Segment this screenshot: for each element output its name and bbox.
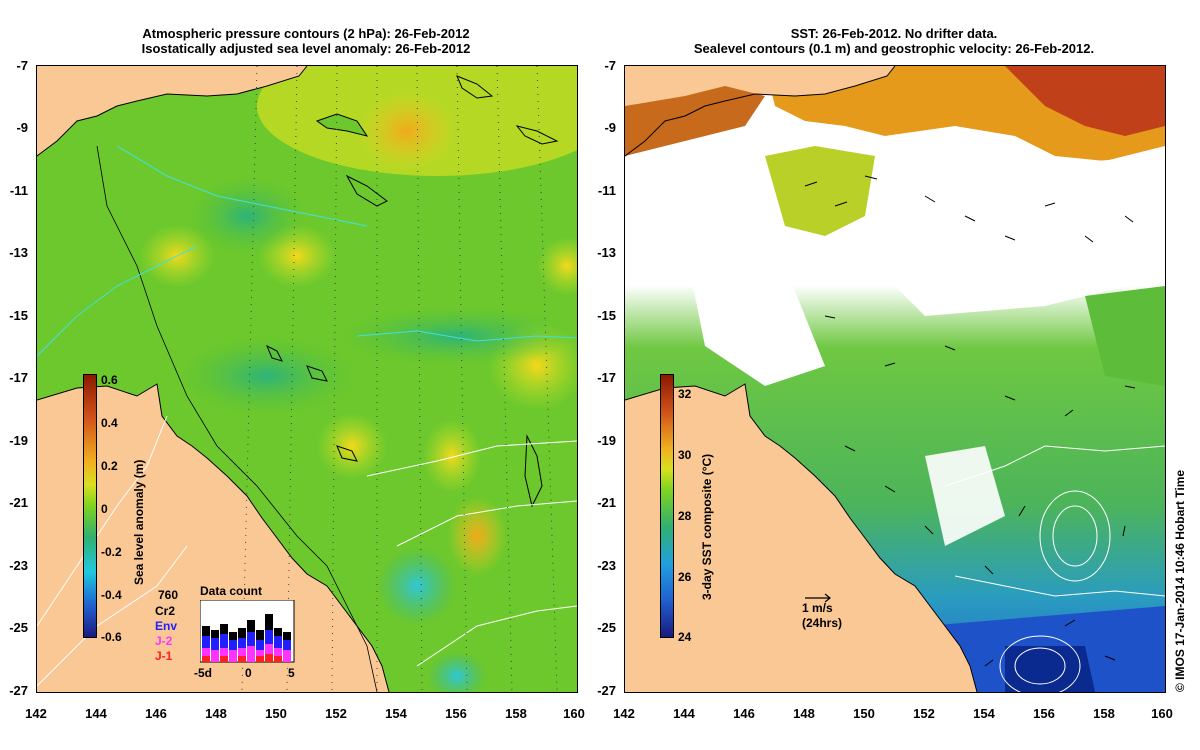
y-tick: -17 bbox=[9, 370, 28, 385]
scale-arrow-period: (24hrs) bbox=[802, 616, 843, 630]
x-tick: 148 bbox=[205, 706, 227, 721]
x-tick: 142 bbox=[613, 706, 635, 721]
imos-credit: © IMOS 17-Jan-2014 10:46 Hobart Time bbox=[1173, 469, 1187, 692]
left-title-line1: Atmospheric pressure contours (2 hPa): 2… bbox=[142, 26, 470, 41]
sea-level-anomaly-map bbox=[36, 65, 578, 693]
sst-colorbar-tick: 26 bbox=[678, 570, 692, 584]
sla-colorbar bbox=[83, 374, 97, 638]
y-tick: -25 bbox=[9, 620, 28, 635]
data-count-title: Data count bbox=[200, 584, 263, 598]
y-tick: -27 bbox=[9, 683, 28, 698]
right-title: SST: 26-Feb-2012. No drifter data. Seale… bbox=[624, 26, 1164, 56]
satellite-j1: J-1 bbox=[155, 649, 173, 663]
y-tick: -11 bbox=[597, 183, 616, 198]
y-tick: -23 bbox=[9, 558, 28, 573]
left-title-line2: Isostatically adjusted sea level anomaly… bbox=[141, 41, 471, 56]
y-tick: -9 bbox=[604, 120, 616, 135]
x-tick: 152 bbox=[325, 706, 347, 721]
sea-level-map-graphic bbox=[37, 66, 577, 692]
x-tick: 156 bbox=[445, 706, 467, 721]
sla-colorbar-tick: -0.6 bbox=[101, 630, 122, 644]
y-tick: -13 bbox=[597, 245, 616, 260]
sla-colorbar-tick: -0.4 bbox=[101, 588, 122, 602]
data-count-histogram bbox=[200, 600, 295, 663]
scale-arrow-speed: 1 m/s bbox=[802, 601, 833, 615]
y-tick: -17 bbox=[597, 370, 616, 385]
x-tick: 154 bbox=[973, 706, 995, 721]
velocity-scale-arrow bbox=[805, 593, 831, 603]
sst-colorbar bbox=[660, 374, 674, 638]
x-tick: 144 bbox=[85, 706, 107, 721]
data-count-xtick: 5 bbox=[288, 666, 295, 680]
y-tick: -11 bbox=[9, 183, 28, 198]
x-tick: 156 bbox=[1033, 706, 1055, 721]
y-tick: -13 bbox=[9, 245, 28, 260]
y-tick: -7 bbox=[604, 58, 616, 73]
x-tick: 146 bbox=[145, 706, 167, 721]
sla-colorbar-tick: 0 bbox=[101, 502, 108, 516]
data-count-total: 760 bbox=[158, 588, 179, 602]
scale-arrow-label: 1 m/s (24hrs) bbox=[802, 601, 842, 631]
sla-colorbar-tick: 0.2 bbox=[101, 459, 118, 473]
x-tick: 154 bbox=[385, 706, 407, 721]
x-tick: 144 bbox=[673, 706, 695, 721]
sst-map-graphic bbox=[625, 66, 1165, 692]
satellite-env: Env bbox=[155, 619, 178, 633]
sla-colorbar-label: Sea level anomaly (m) bbox=[132, 459, 146, 585]
x-tick: 146 bbox=[733, 706, 755, 721]
right-title-line1: SST: 26-Feb-2012. No drifter data. bbox=[790, 26, 998, 41]
x-tick: 160 bbox=[1151, 706, 1173, 721]
y-tick: -19 bbox=[597, 433, 616, 448]
y-tick: -27 bbox=[597, 683, 616, 698]
sst-colorbar-tick: 30 bbox=[678, 448, 692, 462]
left-title: Atmospheric pressure contours (2 hPa): 2… bbox=[36, 26, 576, 56]
png-land bbox=[37, 66, 307, 156]
sla-colorbar-tick: 0.4 bbox=[101, 416, 118, 430]
y-tick: -23 bbox=[597, 558, 616, 573]
sst-colorbar-tick: 32 bbox=[678, 387, 692, 401]
x-tick: 142 bbox=[25, 706, 47, 721]
sst-colorbar-tick: 28 bbox=[678, 509, 692, 523]
x-tick: 152 bbox=[913, 706, 935, 721]
y-tick: -15 bbox=[9, 308, 28, 323]
y-tick: -21 bbox=[597, 495, 616, 510]
sla-colorbar-tick: 0.6 bbox=[101, 373, 118, 387]
y-tick: -25 bbox=[597, 620, 616, 635]
data-count-xtick: 0 bbox=[245, 666, 252, 680]
x-tick: 160 bbox=[563, 706, 585, 721]
x-tick: 158 bbox=[1093, 706, 1115, 721]
sst-map bbox=[624, 65, 1166, 693]
sst-colorbar-tick: 24 bbox=[678, 630, 692, 644]
right-title-line2: Sealevel contours (0.1 m) and geostrophi… bbox=[693, 41, 1095, 56]
satellite-cr2: Cr2 bbox=[155, 604, 176, 618]
data-count-xtick: -5d bbox=[194, 666, 212, 680]
sst-colorbar-label: 3-day SST composite (°C) bbox=[700, 453, 714, 600]
y-tick: -19 bbox=[9, 433, 28, 448]
y-tick: -21 bbox=[9, 495, 28, 510]
x-tick: 150 bbox=[853, 706, 875, 721]
x-tick: 150 bbox=[265, 706, 287, 721]
australia-land bbox=[37, 384, 389, 692]
sla-colorbar-tick: -0.2 bbox=[101, 545, 122, 559]
x-tick: 148 bbox=[793, 706, 815, 721]
y-tick: -7 bbox=[16, 58, 28, 73]
y-tick: -15 bbox=[597, 308, 616, 323]
y-tick: -9 bbox=[16, 120, 28, 135]
x-tick: 158 bbox=[505, 706, 527, 721]
satellite-j2: J-2 bbox=[155, 634, 173, 648]
